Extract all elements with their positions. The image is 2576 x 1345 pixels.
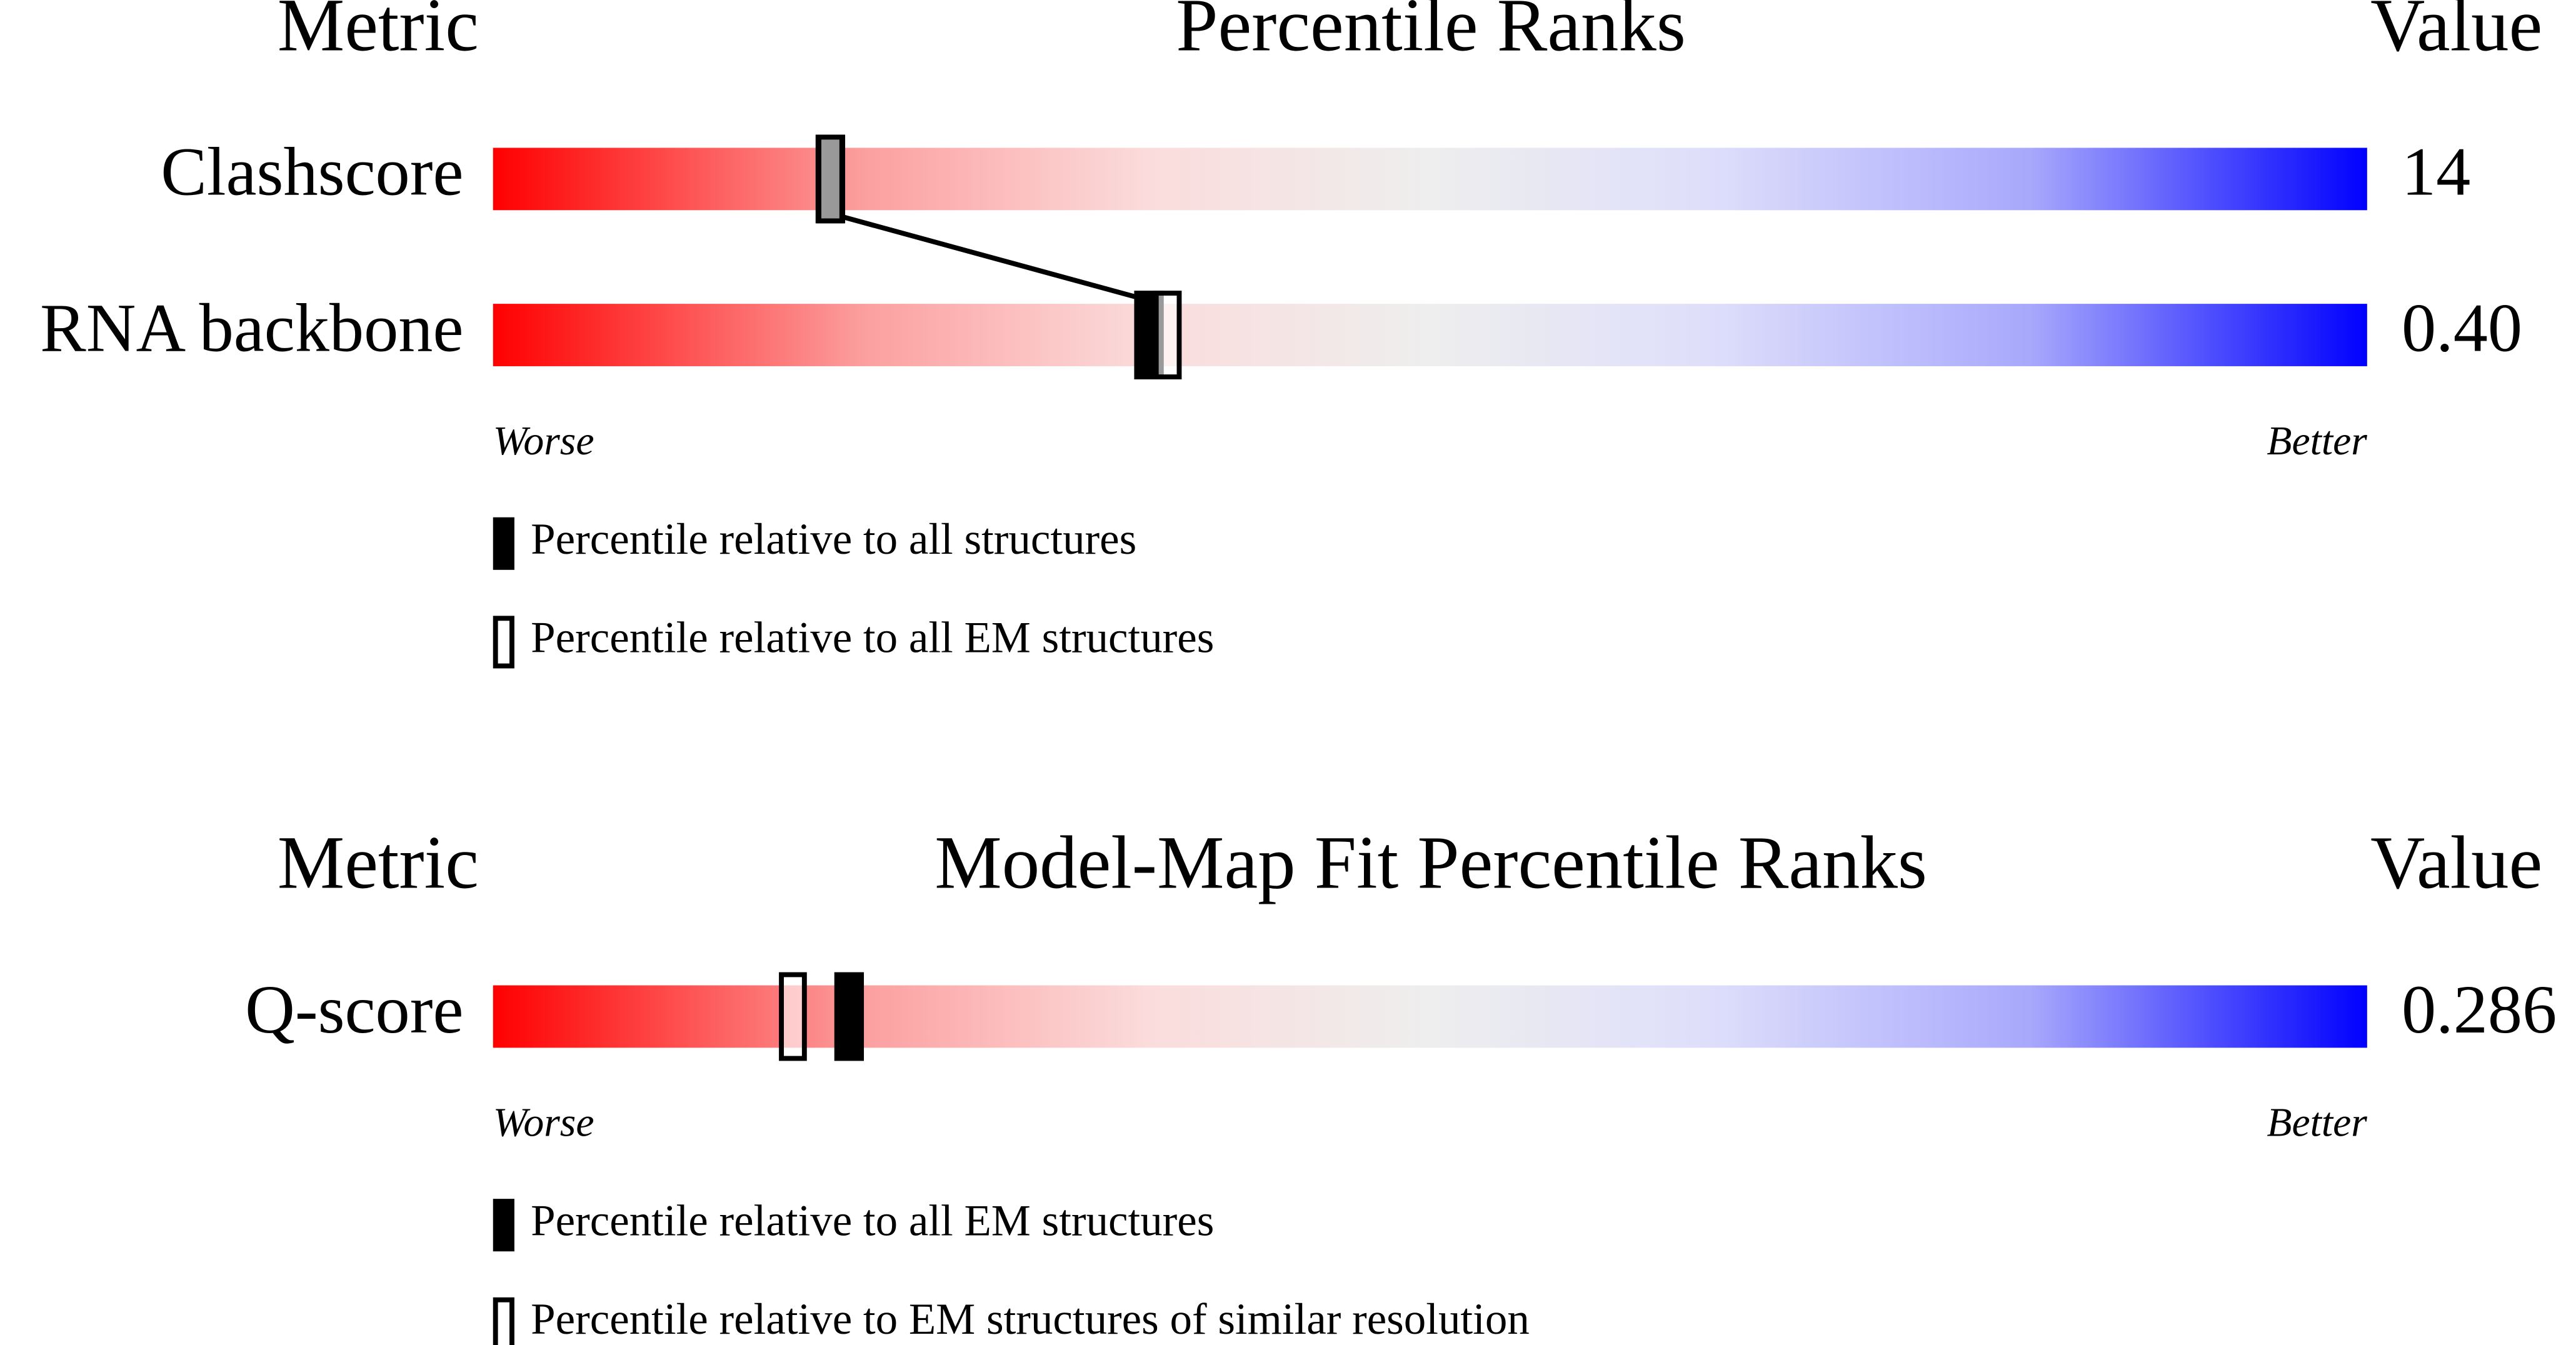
header-value: Value xyxy=(2370,821,2542,904)
percentile-bar xyxy=(493,304,2367,366)
metric-label: Q-score xyxy=(245,971,463,1048)
legend-label: Percentile relative to all EM structures xyxy=(531,1196,1214,1245)
percentile-bar xyxy=(493,985,2367,1048)
legend-icon xyxy=(493,616,514,669)
header-metric: Metric xyxy=(278,0,479,67)
legend-icon xyxy=(493,1297,514,1345)
legend-label: Percentile relative to EM structures of … xyxy=(531,1295,1530,1344)
marker-filled xyxy=(834,972,865,1061)
axis-better: Better xyxy=(2267,1100,2367,1146)
legend-label: Percentile relative to all EM structures xyxy=(531,614,1214,662)
chart-title: Percentile Ranks xyxy=(1176,0,1686,67)
axis-better: Better xyxy=(2267,418,2367,464)
metric-value: 14 xyxy=(2402,134,2470,210)
marker-open xyxy=(1153,291,1182,379)
marker-open xyxy=(816,134,844,224)
chart-title: Model-Map Fit Percentile Ranks xyxy=(935,821,1927,904)
axis-worse: Worse xyxy=(493,418,594,464)
metric-value: 0.40 xyxy=(2402,289,2522,366)
metric-value: 0.286 xyxy=(2402,971,2557,1048)
header-metric: Metric xyxy=(278,821,479,904)
legend-icon xyxy=(493,517,514,570)
metric-label: RNA backbone xyxy=(40,289,463,366)
legend-label: Percentile relative to all structures xyxy=(531,515,1136,564)
connector-line xyxy=(829,211,1150,303)
legend-icon xyxy=(493,1199,514,1252)
metric-label: Clashscore xyxy=(161,134,463,210)
axis-worse: Worse xyxy=(493,1100,594,1146)
marker-open xyxy=(779,972,807,1061)
header-value: Value xyxy=(2370,0,2542,67)
percentile-bar xyxy=(493,148,2367,211)
